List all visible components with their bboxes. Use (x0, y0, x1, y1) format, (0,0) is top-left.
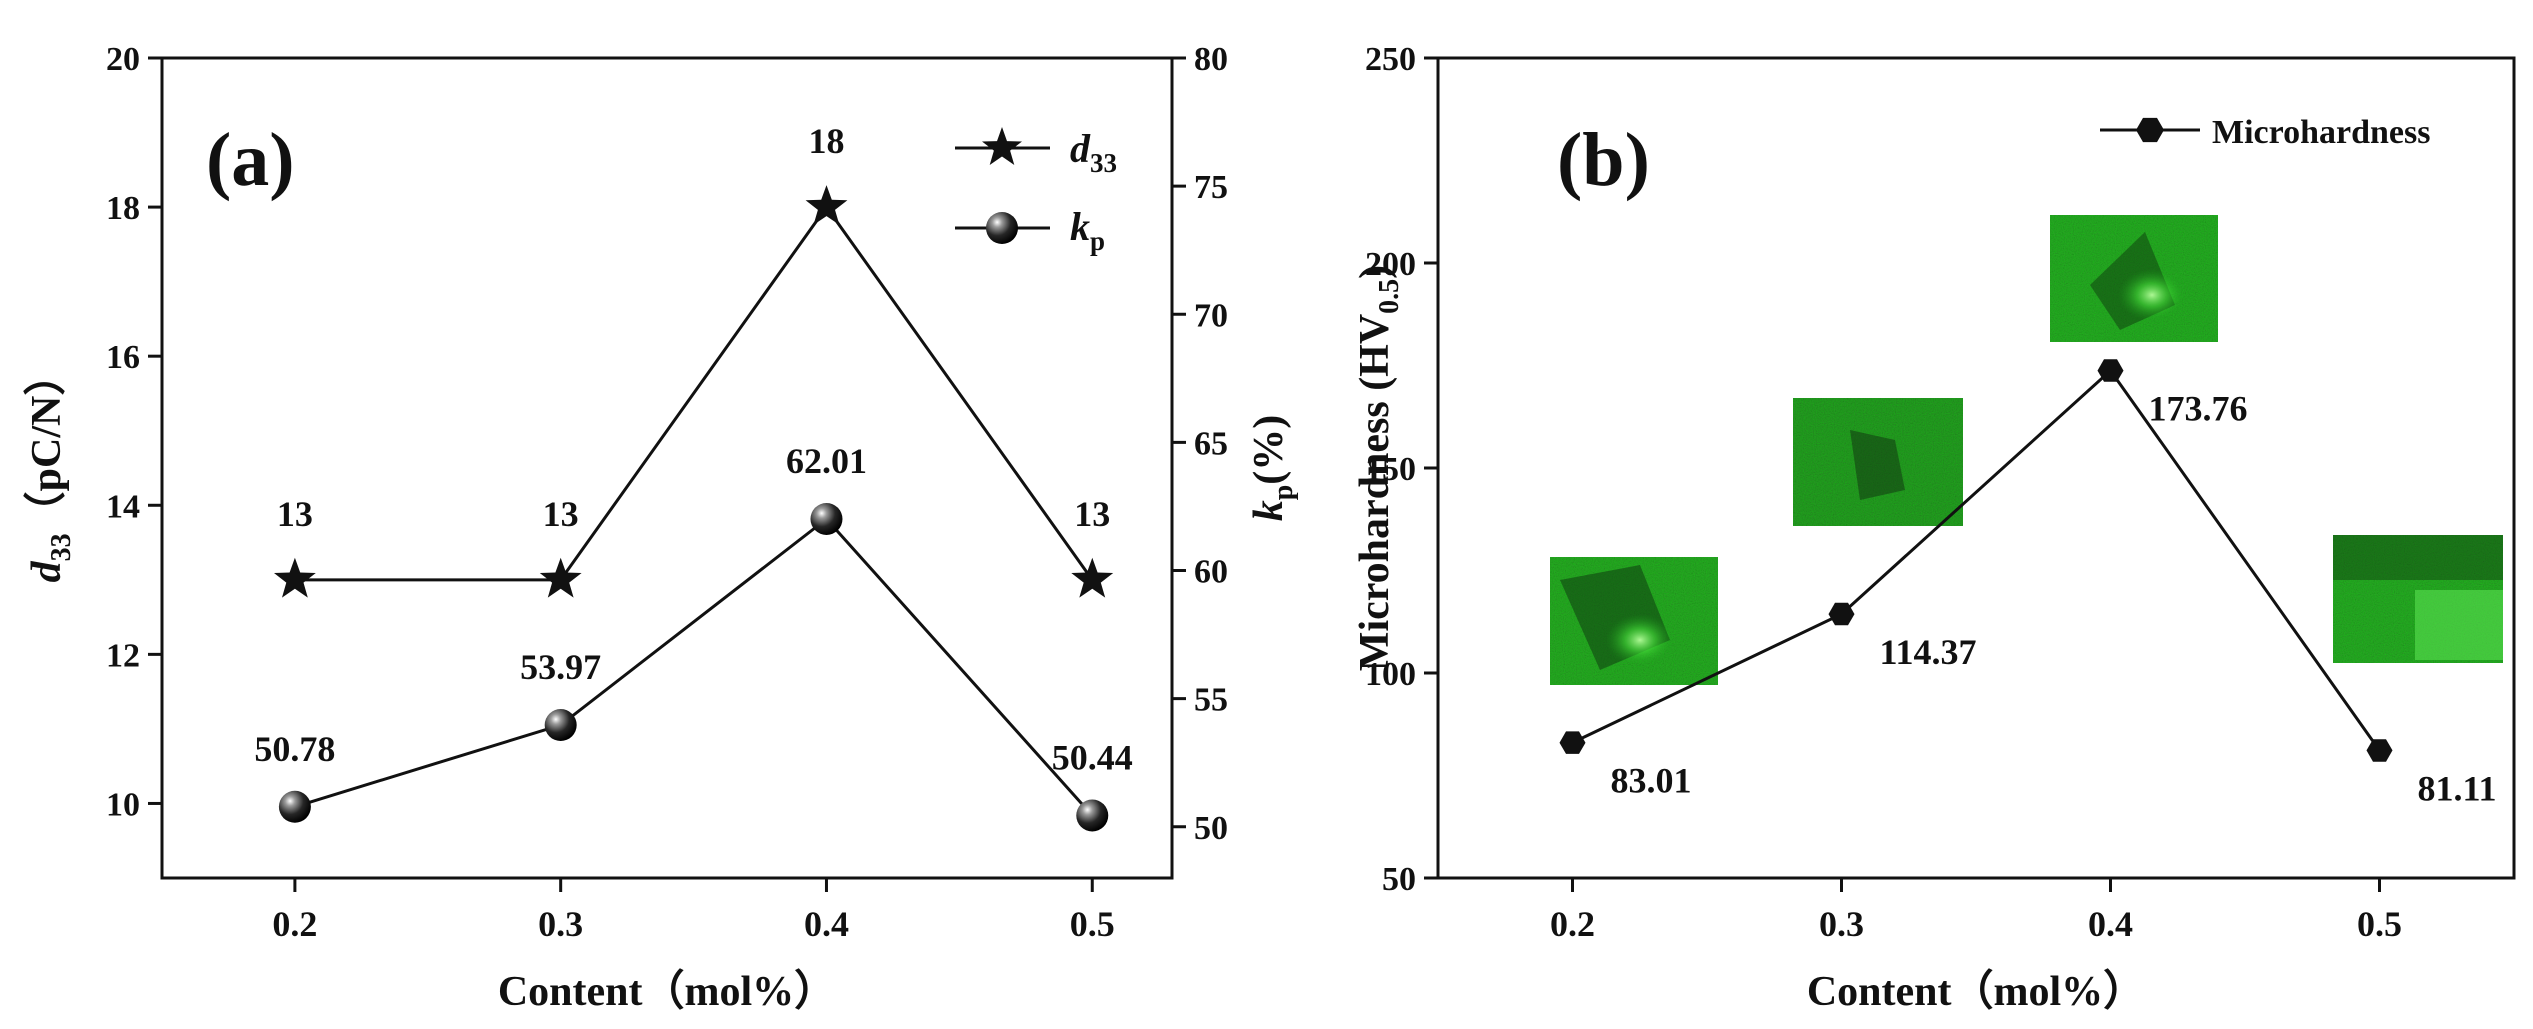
panel-a-ylabel-right-suffix: (%) (1246, 415, 1292, 485)
microhardness-point-0 (1559, 731, 1586, 754)
b-ytick-label-3: 200 (1365, 246, 1416, 283)
indent-image-0.3 (1793, 398, 1963, 526)
panel-b-ylabel: Microhardness (HV0.5) (1352, 265, 1405, 671)
kp-label-0: 50.78 (254, 729, 335, 769)
a-ytick-right-label-2: 60 (1194, 554, 1228, 591)
a-ytick-left-label-2: 14 (106, 488, 140, 525)
a-xtick-label-2: 0.4 (804, 904, 849, 944)
d33-label-1: 13 (543, 494, 579, 534)
legend-star-icon (982, 127, 1022, 165)
microhardness-label-0: 83.01 (1611, 761, 1692, 801)
indent-image-0.5-shadow (2333, 535, 2503, 580)
legend-d33-main: d (1070, 126, 1091, 171)
panel-b-ylabel-main: Microhardness (HV (1352, 314, 1398, 671)
panel-a-legend: d33 kp (955, 126, 1117, 256)
a-ytick-left-label-3: 16 (106, 339, 140, 376)
legend-kp-sub: p (1090, 226, 1105, 256)
b-xtick-label-0: 0.2 (1550, 904, 1595, 944)
legend-kp-main: k (1070, 204, 1090, 249)
kp-point-2 (810, 502, 843, 535)
panel-a-label: (a) (206, 118, 295, 202)
d33-point-0 (274, 557, 316, 598)
panel-b-ticks: 0.2 0.3 0.4 0.5 50 100 150 200 250 (1365, 41, 2402, 944)
d33-point-3 (1071, 557, 1114, 598)
indent-image-0.5 (2333, 535, 2503, 663)
panel-a-ylabel-right-sub: p (1268, 485, 1299, 501)
kp-label-2: 62.01 (786, 441, 867, 481)
panel-b-ylabel-suffix: ) (1352, 265, 1398, 279)
b-xtick-label-1: 0.3 (1819, 904, 1864, 944)
a-ytick-left-label-0: 10 (106, 786, 140, 823)
indent-image-0.4 (2050, 215, 2218, 342)
microhardness-point-1 (1828, 602, 1855, 626)
d33-label-0: 13 (277, 494, 313, 534)
panel-a: Content（mol%） d33（pC/N） kp(%) (a) d33 kp… (23, 41, 1299, 1015)
microhardness-label-3: 81.11 (2418, 768, 2497, 808)
d33-label-2: 18 (808, 121, 844, 161)
legend-hexagon-icon (2136, 117, 2164, 143)
legend-sphere-icon (986, 212, 1018, 244)
b-ytick-label-4: 250 (1365, 41, 1416, 78)
a-ytick-right-label-1: 55 (1194, 682, 1228, 719)
panel-b-xlabel: Content（mol%） (1807, 968, 2145, 1015)
a-ytick-right-label-4: 70 (1194, 297, 1228, 334)
a-xtick-label-0: 0.2 (272, 904, 317, 944)
kp-series-line (294, 516, 1094, 817)
panel-a-ylabel-left-sub: 33 (46, 533, 77, 561)
indent-image-0.2 (1550, 557, 1718, 685)
panel-b-series: 83.01 114.37 173.76 81.11 (1559, 359, 2497, 808)
panel-a-ylabel-right-main: k (1246, 500, 1292, 521)
b-xtick-label-2: 0.4 (2088, 904, 2133, 944)
a-ytick-left-label-1: 12 (106, 637, 140, 674)
a-ytick-right-label-0: 50 (1194, 810, 1228, 847)
a-ytick-right-label-5: 75 (1194, 169, 1228, 206)
indent-image-0.5-glow (2415, 590, 2503, 660)
b-ytick-label-2: 150 (1365, 451, 1416, 488)
kp-point-0 (278, 790, 311, 823)
panel-b: Content（mol%） Microhardness (HV0.5) (b) … (1352, 41, 2516, 1015)
d33-point-1 (539, 557, 582, 598)
panel-b-ylabel-sub: 0.5 (1374, 279, 1405, 314)
panel-a-frame (160, 56, 1174, 880)
kp-label-1: 53.97 (520, 647, 601, 687)
panel-a-ylabel-left: d33（pC/N） (23, 354, 77, 583)
a-xtick-label-1: 0.3 (538, 904, 583, 944)
d33-series-line (294, 204, 1094, 582)
panel-a-xlabel: Content（mol%） (498, 968, 836, 1015)
indent-image-0.2-glow (1606, 614, 1674, 666)
panel-b-legend: Microhardness (2100, 114, 2430, 151)
panel-b-label: (b) (1557, 118, 1650, 202)
microhardness-point-2 (2097, 359, 2124, 382)
a-ytick-left-label-4: 18 (106, 190, 140, 227)
a-ytick-right-label-6: 80 (1194, 41, 1228, 78)
a-ytick-right-label-3: 65 (1194, 425, 1228, 462)
b-xtick-label-3: 0.5 (2357, 904, 2402, 944)
d33-label-3: 13 (1074, 494, 1110, 534)
kp-point-3 (1076, 799, 1109, 832)
microhardness-point-3 (2366, 739, 2393, 762)
legend-d33-sub: 33 (1090, 148, 1117, 178)
a-xtick-label-3: 0.5 (1070, 904, 1115, 944)
panel-a-ticks: 0.2 0.3 0.4 0.5 10 12 14 16 18 20 50 55 60 65 70 75 80 (106, 41, 1228, 944)
microhardness-series-line (1571, 368, 2381, 752)
legend-d33-label: d33 (1070, 126, 1117, 178)
panel-a-ylabel-right: kp(%) (1246, 415, 1299, 522)
d33-point-2 (805, 185, 848, 225)
legend-kp-label: kp (1070, 204, 1105, 256)
panel-a-ylabel-left-suffix: （pC/N） (23, 354, 70, 534)
indent-image-0.4-glow (2118, 269, 2186, 321)
panel-a-series: 13 13 18 13 50.78 53.97 62.01 50.44 (254, 121, 1133, 832)
a-ytick-left-label-5: 20 (106, 41, 140, 78)
kp-point-1 (544, 709, 577, 742)
microhardness-label-2: 173.76 (2149, 389, 2248, 429)
panel-a-ylabel-left-main: d (24, 560, 70, 582)
b-ytick-label-0: 50 (1382, 861, 1416, 898)
microhardness-label-1: 114.37 (1880, 632, 1977, 672)
legend-microhardness-label: Microhardness (2212, 114, 2430, 151)
indent-image-0.3-indent (1850, 430, 1905, 500)
kp-label-3: 50.44 (1052, 737, 1133, 777)
b-ytick-label-1: 100 (1365, 656, 1416, 693)
